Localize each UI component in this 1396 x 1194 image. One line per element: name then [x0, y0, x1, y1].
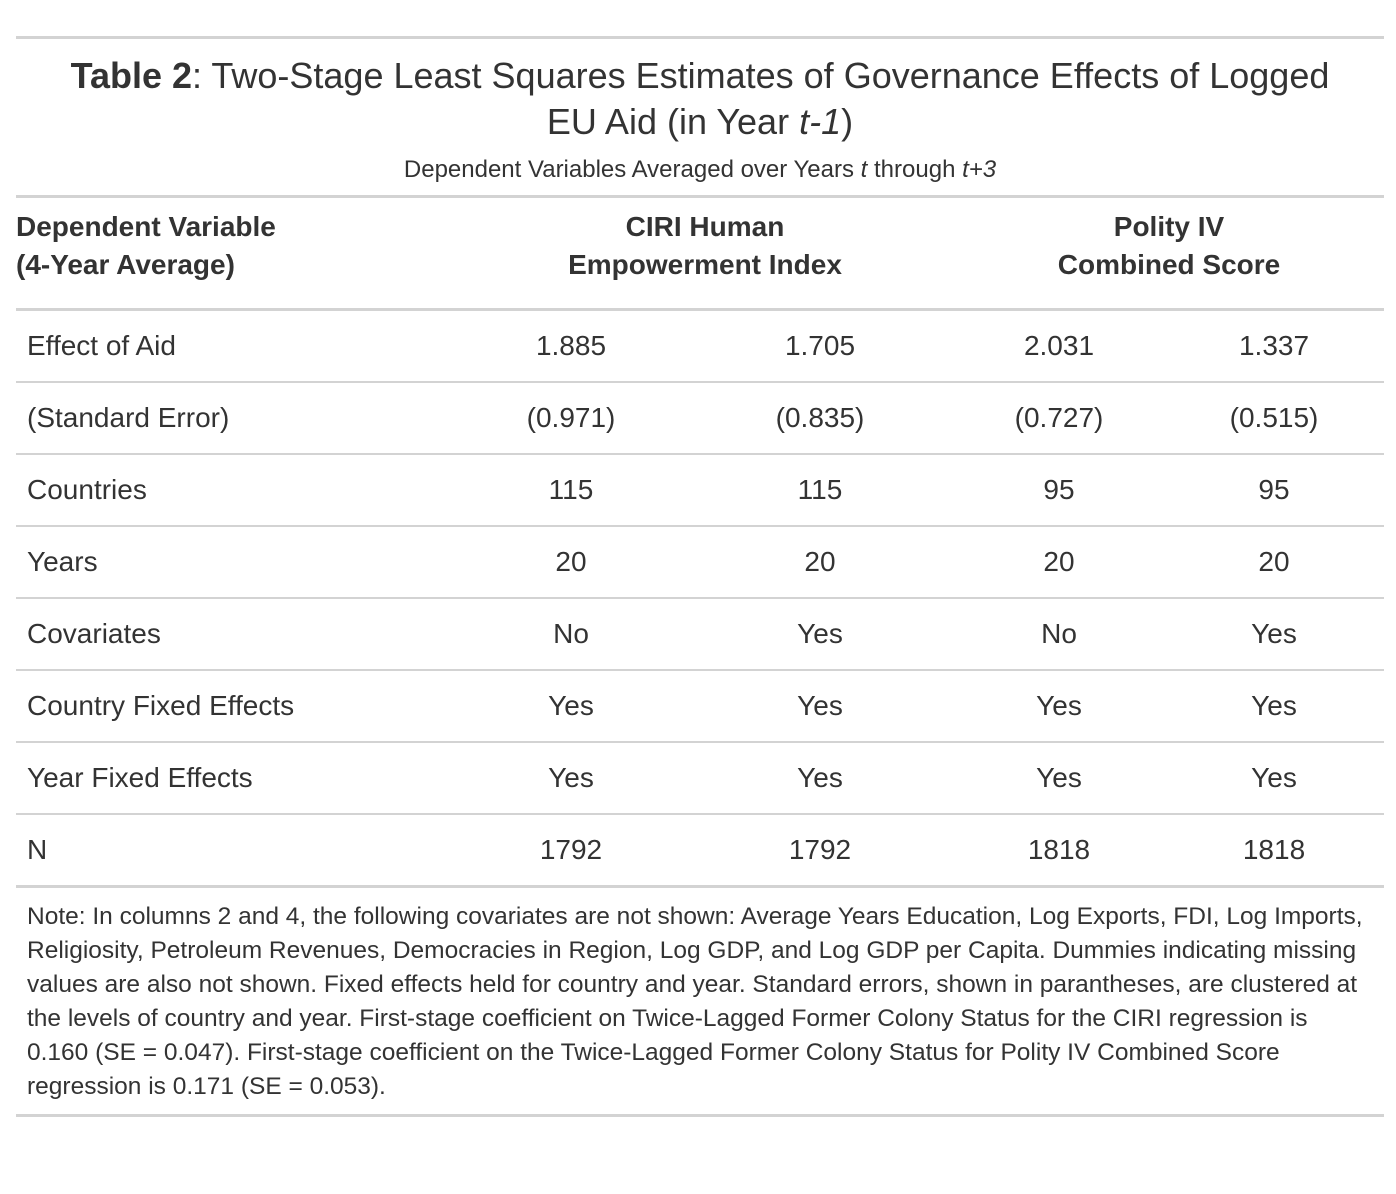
subtitle-part1: Dependent Variables Averaged over Years	[403, 156, 861, 183]
table-cell: 115	[686, 454, 954, 527]
table-row: Effect of Aid 1.885 1.705 2.031 1.337	[16, 309, 1385, 383]
table-cell: Yes	[686, 742, 954, 815]
table-cell: 1792	[686, 814, 954, 888]
table-row: Covariates No Yes No Yes	[16, 598, 1385, 671]
polity-column-group-header: Polity IV Combined Score	[954, 198, 1385, 311]
table-row: Country Fixed Effects Yes Yes Yes Yes	[16, 670, 1385, 743]
table-cell: No	[456, 598, 686, 671]
table-cell: Yes	[1164, 598, 1385, 671]
table-cell: 1.337	[1164, 309, 1385, 383]
table-header: Dependent Variable (4-Year Average) CIRI…	[16, 198, 1385, 311]
table-cell: 1818	[1164, 814, 1385, 888]
table-cell: Yes	[954, 670, 1164, 743]
results-table-container: Table 2: Two-Stage Least Squares Estimat…	[16, 36, 1385, 1117]
ciri-column-group-header: CIRI Human Empowerment Index	[456, 198, 954, 311]
table-subtitle: Dependent Variables Averaged over Years …	[16, 155, 1384, 198]
table-title-italic: t-1	[799, 101, 842, 142]
table-cell: (0.515)	[1164, 382, 1385, 455]
table-title: Table 2: Two-Stage Least Squares Estimat…	[16, 53, 1384, 145]
row-label: Year Fixed Effects	[16, 742, 456, 815]
table-cell: 1818	[954, 814, 1164, 888]
table-cell: (0.727)	[954, 382, 1164, 455]
table-cell: Yes	[1164, 670, 1385, 743]
row-label: N	[16, 814, 456, 888]
table-cell: 20	[686, 526, 954, 599]
table-cell: 20	[954, 526, 1164, 599]
table-cell: Yes	[686, 598, 954, 671]
table-cell: 95	[1164, 454, 1385, 527]
row-label: Country Fixed Effects	[16, 670, 456, 743]
table-cell: 1792	[456, 814, 686, 888]
table-title-text: : Two-Stage Least Squares Estimates of G…	[192, 55, 1330, 142]
table-cell: Yes	[954, 742, 1164, 815]
table-cell: Yes	[686, 670, 954, 743]
stub-header-line1: Dependent Variable	[16, 211, 276, 242]
stub-header-line2: (4-Year Average)	[16, 249, 235, 280]
row-label: Covariates	[16, 598, 456, 671]
table-title-label: Table 2	[70, 55, 193, 96]
table-cell: 2.031	[954, 309, 1164, 383]
table-cell: Yes	[1164, 742, 1385, 815]
table-footnote: Note: In columns 2 and 4, the following …	[16, 888, 1384, 1117]
polity-header-line1: Polity IV	[1113, 211, 1225, 242]
table-cell: (0.971)	[456, 382, 686, 455]
table-cell: 1.885	[456, 309, 686, 383]
table-cell: 1.705	[686, 309, 954, 383]
table-cell: Yes	[456, 742, 686, 815]
table-row: N 1792 1792 1818 1818	[16, 814, 1385, 888]
row-label: Countries	[16, 454, 456, 527]
polity-header-line2: Combined Score	[1057, 249, 1281, 280]
table-body: Effect of Aid 1.885 1.705 2.031 1.337 (S…	[16, 309, 1385, 888]
subtitle-italic2: t+3	[962, 156, 997, 183]
row-label: (Standard Error)	[16, 382, 456, 455]
table-cell: 115	[456, 454, 686, 527]
results-table: Dependent Variable (4-Year Average) CIRI…	[16, 198, 1385, 888]
row-label: Years	[16, 526, 456, 599]
table-row: (Standard Error) (0.971) (0.835) (0.727)…	[16, 382, 1385, 455]
stub-header: Dependent Variable (4-Year Average)	[16, 198, 456, 311]
row-label: Effect of Aid	[16, 309, 456, 383]
table-cell: (0.835)	[686, 382, 954, 455]
table-title-close: )	[841, 101, 854, 142]
table-row: Years 20 20 20 20	[16, 526, 1385, 599]
ciri-header-line1: CIRI Human	[625, 211, 785, 242]
table-row: Countries 115 115 95 95	[16, 454, 1385, 527]
top-rule	[16, 36, 1384, 39]
ciri-header-line2: Empowerment Index	[568, 249, 842, 280]
subtitle-italic1: t	[860, 156, 868, 183]
table-cell: No	[954, 598, 1164, 671]
table-cell: 95	[954, 454, 1164, 527]
table-cell: 20	[456, 526, 686, 599]
subtitle-part2: through	[867, 156, 963, 183]
table-cell: Yes	[456, 670, 686, 743]
table-cell: 20	[1164, 526, 1385, 599]
table-row: Year Fixed Effects Yes Yes Yes Yes	[16, 742, 1385, 815]
